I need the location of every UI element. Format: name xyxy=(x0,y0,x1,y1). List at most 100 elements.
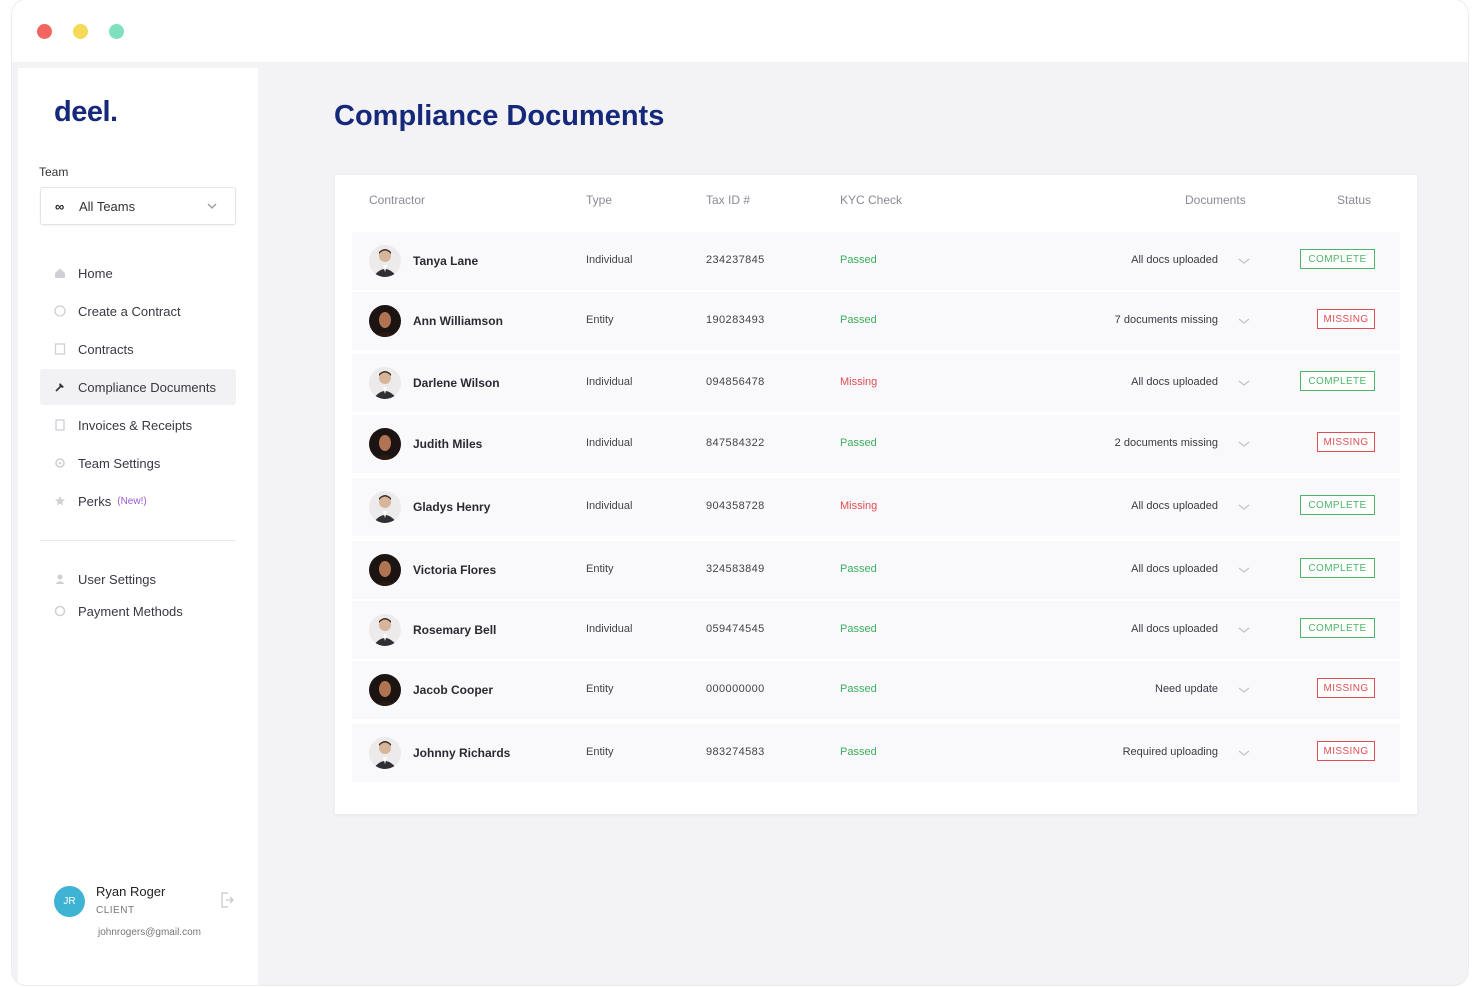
contractor-name[interactable]: Victoria Flores xyxy=(413,563,497,577)
infinity-icon: ∞ xyxy=(55,198,65,214)
secondary-nav: User Settings Payment Methods xyxy=(40,564,236,628)
contractor-avatar xyxy=(369,491,401,523)
contractor-name[interactable]: Ann Williamson xyxy=(413,314,503,328)
sidebar: deel. Team ∞ All Teams Home Create a Con… xyxy=(18,68,258,985)
table-row[interactable]: Ann Williamson Entity 190283493 Passed 7 doc… xyxy=(352,292,1400,350)
tax-id: 904358728 xyxy=(706,500,765,512)
tax-id: 234237845 xyxy=(706,254,765,266)
table-header: Contractor Type Tax ID # KYC Check Docum… xyxy=(335,175,1417,225)
chevron-down-icon[interactable] xyxy=(1237,684,1251,696)
chevron-down-icon[interactable] xyxy=(1237,377,1251,389)
user-email: johnrogers@gmail.com xyxy=(98,927,201,938)
table-row[interactable]: Darlene Wilson Individual 094856478 Missing… xyxy=(352,354,1400,412)
deel-logo[interactable]: deel. xyxy=(54,96,118,128)
nav-create-contract-label: Create a Contract xyxy=(78,303,181,319)
nav-user-settings[interactable]: User Settings xyxy=(40,564,236,594)
team-select[interactable]: ∞ All Teams xyxy=(40,187,236,225)
nav-compliance-documents[interactable]: Compliance Documents xyxy=(40,369,236,405)
contractor-avatar xyxy=(369,737,401,769)
chevron-down-icon[interactable] xyxy=(1237,624,1251,636)
contractor-avatar xyxy=(369,305,401,337)
status-badge: MISSING xyxy=(1317,741,1375,761)
contractor-type: Entity xyxy=(586,314,614,326)
column-header-kyc-check: KYC Check xyxy=(840,193,903,207)
team-select-value: All Teams xyxy=(79,198,136,214)
contractor-name[interactable]: Johnny Richards xyxy=(413,746,511,760)
nav-payment-methods[interactable]: Payment Methods xyxy=(40,596,236,626)
title-bar xyxy=(12,0,1468,62)
nav-user-settings-label: User Settings xyxy=(78,571,157,587)
compliance-table: Contractor Type Tax ID # KYC Check Docum… xyxy=(335,175,1417,814)
logout-icon[interactable] xyxy=(220,892,234,908)
table-row[interactable]: Gladys Henry Individual 904358728 Missing Al… xyxy=(352,478,1400,536)
nav-team-settings[interactable]: Team Settings xyxy=(40,445,236,481)
nav-contracts[interactable]: Contracts xyxy=(40,331,236,367)
kyc-status: Passed xyxy=(840,314,877,326)
column-header-tax-id: Tax ID # xyxy=(706,193,751,207)
home-icon xyxy=(54,267,78,279)
chevron-down-icon[interactable] xyxy=(1237,315,1251,327)
contractor-name[interactable]: Jacob Cooper xyxy=(413,683,494,697)
plus-circle-icon xyxy=(54,305,78,317)
kyc-status: Passed xyxy=(840,254,877,266)
hammer-icon xyxy=(54,381,78,393)
chevron-down-icon[interactable] xyxy=(1237,747,1251,759)
team-label: Team xyxy=(39,165,69,179)
documents-summary: All docs uploaded xyxy=(1131,254,1218,266)
contractor-type: Individual xyxy=(586,254,633,266)
contractor-type: Entity xyxy=(586,683,614,695)
kyc-status: Passed xyxy=(840,623,877,635)
kyc-status: Passed xyxy=(840,683,877,695)
column-header-status: Status xyxy=(1337,193,1372,207)
contractor-type: Individual xyxy=(586,623,633,635)
table-row[interactable]: Johnny Richards Entity 983274583 Passed Requ… xyxy=(352,724,1400,782)
chevron-down-icon[interactable] xyxy=(1237,501,1251,513)
status-badge: MISSING xyxy=(1317,309,1375,329)
contractor-name[interactable]: Judith Miles xyxy=(413,437,483,451)
contractor-avatar xyxy=(369,428,401,460)
tax-id: 324583849 xyxy=(706,563,765,575)
user-profile[interactable]: JR Ryan Roger CLIENT johnrogers@gmail.co… xyxy=(54,880,244,950)
contractor-avatar xyxy=(369,367,401,399)
nav-home-label: Home xyxy=(78,265,113,281)
nav-home[interactable]: Home xyxy=(40,255,236,291)
contractor-name[interactable]: Gladys Henry xyxy=(413,500,491,514)
kyc-status: Passed xyxy=(840,437,877,449)
contractor-name[interactable]: Darlene Wilson xyxy=(413,376,500,390)
chevron-down-icon[interactable] xyxy=(1237,564,1251,576)
tax-id: 847584322 xyxy=(706,437,765,449)
receipt-icon xyxy=(54,419,78,431)
table-row[interactable]: Victoria Flores Entity 324583849 Passed All … xyxy=(352,541,1400,599)
chevron-down-icon[interactable] xyxy=(1237,255,1251,267)
nav-invoices-receipts[interactable]: Invoices & Receipts xyxy=(40,407,236,443)
documents-summary: Required uploading xyxy=(1122,746,1218,758)
table-row[interactable]: Judith Miles Individual 847584322 Passed 2 d… xyxy=(352,415,1400,473)
status-badge: COMPLETE xyxy=(1300,618,1375,638)
chevron-down-icon xyxy=(207,203,217,209)
tax-id: 094856478 xyxy=(706,376,765,388)
page-title: Compliance Documents xyxy=(334,100,665,132)
status-badge: COMPLETE xyxy=(1300,495,1375,515)
nav-perks-label: Perks xyxy=(78,493,112,509)
nav-perks[interactable]: Perks (New!) xyxy=(40,483,236,519)
table-row[interactable]: Rosemary Bell Individual 059474545 Passed Al… xyxy=(352,601,1400,659)
close-window-button[interactable] xyxy=(37,24,52,39)
app-window: deel. Team ∞ All Teams Home Create a Con… xyxy=(12,0,1468,985)
user-name: Ryan Roger xyxy=(96,884,166,899)
nav-payment-methods-label: Payment Methods xyxy=(78,603,183,619)
table-row[interactable]: Tanya Lane Individual 234237845 Passed All d… xyxy=(352,232,1400,290)
column-header-type: Type xyxy=(586,193,613,207)
nav-create-contract[interactable]: Create a Contract xyxy=(40,293,236,329)
chevron-down-icon[interactable] xyxy=(1237,438,1251,450)
nav-team-settings-label: Team Settings xyxy=(78,455,161,471)
contractor-name[interactable]: Rosemary Bell xyxy=(413,623,497,637)
main-nav: Home Create a Contract Contracts Complia… xyxy=(40,255,236,521)
minimize-window-button[interactable] xyxy=(73,24,88,39)
contractor-type: Individual xyxy=(586,500,633,512)
maximize-window-button[interactable] xyxy=(109,24,124,39)
table-row[interactable]: Jacob Cooper Entity 000000000 Passed Need up… xyxy=(352,661,1400,719)
contractor-avatar xyxy=(369,554,401,586)
contractor-avatar xyxy=(369,614,401,646)
nav-compliance-documents-label: Compliance Documents xyxy=(78,379,217,395)
contractor-name[interactable]: Tanya Lane xyxy=(413,254,479,268)
